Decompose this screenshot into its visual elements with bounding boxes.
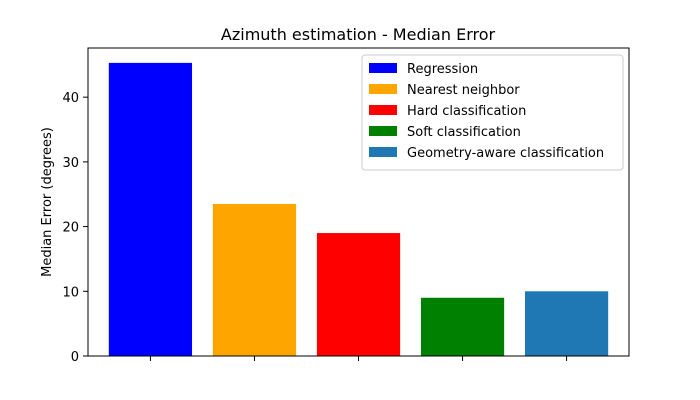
bar-4 (524, 291, 609, 356)
legend-swatch-3 (369, 126, 397, 136)
plot-area: 0 10 20 30 40 (62, 47, 630, 365)
y-tick-label-1: 10 (62, 285, 79, 300)
bar-3 (420, 297, 505, 356)
bar-0 (108, 62, 193, 356)
bar-2 (316, 233, 401, 356)
y-tick-label-0: 0 (71, 350, 79, 365)
legend-swatch-2 (369, 105, 397, 115)
legend-swatch-4 (369, 147, 397, 157)
legend-label-1: Nearest neighbor (407, 83, 520, 98)
legend-label-4: Geometry-aware classification (407, 146, 604, 161)
bar-1 (212, 203, 297, 356)
axes-frame (87, 47, 630, 357)
legend-box (361, 54, 624, 171)
legend-label-3: Soft classification (407, 125, 521, 140)
chart-title: Azimuth estimation - Median Error (221, 25, 496, 44)
legend: Regression Nearest neighbor Hard classific… (361, 54, 624, 171)
legend-label-2: Hard classification (407, 104, 526, 119)
legend-label-0: Regression (407, 62, 478, 77)
legend-swatch-0 (369, 63, 397, 73)
y-tick-label-3: 30 (62, 156, 79, 171)
y-tick-label-2: 20 (62, 221, 79, 236)
y-axis-label: Median Error (degrees) (40, 127, 55, 277)
legend-swatch-1 (369, 84, 397, 94)
y-tick-label-4: 40 (62, 91, 79, 106)
